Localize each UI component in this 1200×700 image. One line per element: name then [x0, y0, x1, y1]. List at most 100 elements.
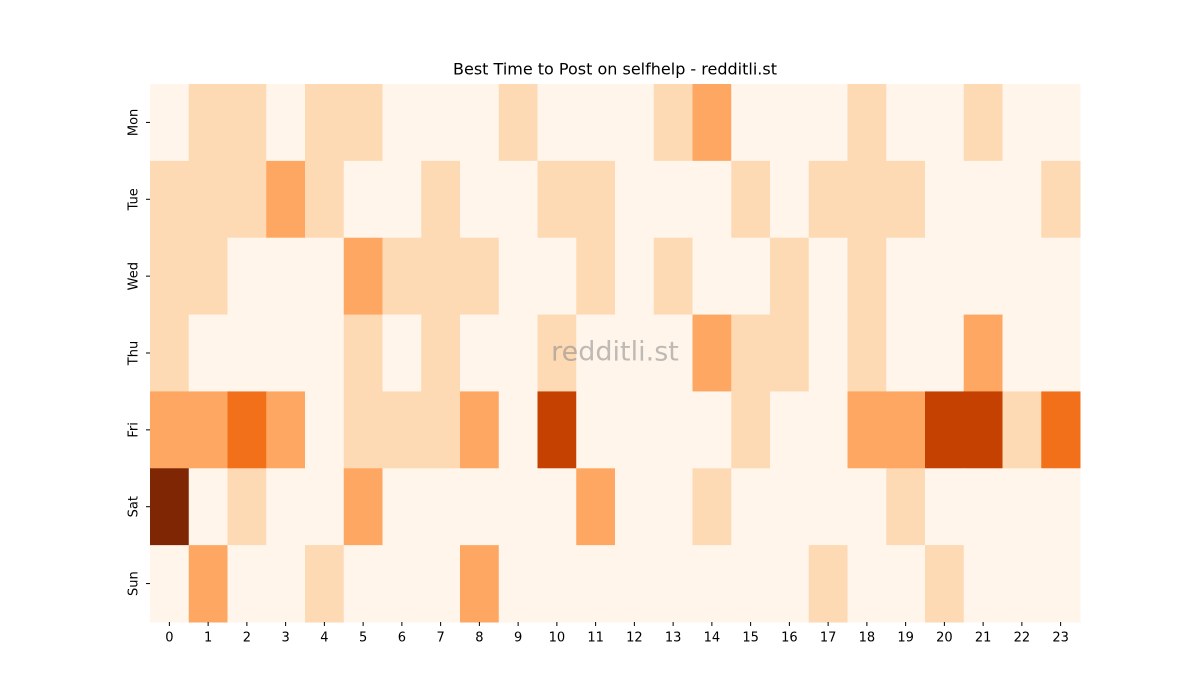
cell: [886, 237, 926, 316]
cell: [925, 391, 965, 469]
cell: [692, 314, 732, 392]
cell: [460, 237, 500, 316]
cell: [421, 314, 461, 392]
cell: [343, 391, 383, 469]
cell: [305, 468, 345, 546]
cell: [847, 237, 887, 316]
cell: [343, 84, 383, 162]
cell: [305, 391, 345, 469]
cell: [692, 237, 732, 316]
cell: [963, 545, 1003, 623]
cell: [886, 468, 926, 546]
cell: [615, 237, 655, 316]
cell: [227, 545, 267, 623]
cell: [343, 468, 383, 546]
x-tick-label: 23: [1052, 631, 1069, 646]
cell: [576, 237, 616, 316]
cell: [537, 314, 577, 392]
cell: [808, 391, 848, 469]
cell: [150, 468, 190, 546]
cell: [925, 545, 965, 623]
x-tick-label: 6: [398, 631, 406, 646]
cell: [305, 84, 345, 162]
cell: [150, 160, 190, 239]
cell: [227, 314, 267, 392]
x-tick-label: 1: [204, 631, 212, 646]
cell: [808, 545, 848, 623]
cell: [227, 84, 267, 162]
cell: [1002, 237, 1042, 316]
x-tick-label: 21: [975, 631, 992, 646]
cell: [343, 545, 383, 623]
cell: [847, 160, 887, 239]
cell: [382, 237, 422, 316]
cell: [692, 468, 732, 546]
cell: [1041, 468, 1081, 546]
x-tick-label: 8: [475, 631, 483, 646]
cell: [460, 160, 500, 239]
cell: [1002, 468, 1042, 546]
cell: [460, 314, 500, 392]
cell: [421, 391, 461, 469]
cell: [925, 160, 965, 239]
cell: [343, 160, 383, 239]
cell: [770, 314, 810, 392]
cell: [925, 237, 965, 316]
y-tick-label: Sun: [127, 571, 142, 596]
x-tick-label: 0: [165, 631, 173, 646]
cell: [382, 84, 422, 162]
x-tick-label: 22: [1014, 631, 1031, 646]
cell: [537, 160, 577, 239]
cell: [266, 391, 306, 469]
cell: [537, 468, 577, 546]
cell: [1041, 545, 1081, 623]
cell: [421, 468, 461, 546]
cell: [1041, 160, 1081, 239]
x-tick-label: 3: [281, 631, 289, 646]
cell: [266, 314, 306, 392]
cell: [266, 160, 306, 239]
x-tick-label: 19: [897, 631, 914, 646]
cell: [963, 237, 1003, 316]
cell: [188, 391, 228, 469]
cell: [498, 468, 538, 546]
y-tick-label: Wed: [127, 262, 142, 290]
cell: [1041, 237, 1081, 316]
cell: [576, 160, 616, 239]
cell: [731, 391, 771, 469]
cell: [1002, 545, 1042, 623]
x-tick-label: 11: [587, 631, 604, 646]
cell: [498, 391, 538, 469]
cell: [925, 84, 965, 162]
cell: [150, 545, 190, 623]
cell: [963, 391, 1003, 469]
cell: [808, 237, 848, 316]
cell: [1002, 160, 1042, 239]
cell: [770, 160, 810, 239]
cell: [963, 160, 1003, 239]
cell: [460, 468, 500, 546]
cell: [382, 314, 422, 392]
cell: [886, 84, 926, 162]
cell: [770, 468, 810, 546]
cell: [731, 237, 771, 316]
cell: [266, 545, 306, 623]
cell: [305, 160, 345, 239]
cell: [731, 468, 771, 546]
x-tick-label: 7: [436, 631, 444, 646]
cell: [808, 468, 848, 546]
y-tick-label: Fri: [127, 422, 142, 438]
x-tick-label: 9: [514, 631, 522, 646]
cell: [227, 391, 267, 469]
cell: [653, 160, 693, 239]
y-tick-label: Tue: [127, 188, 142, 211]
cell: [963, 84, 1003, 162]
cell: [498, 160, 538, 239]
cell: [421, 237, 461, 316]
cell: [731, 314, 771, 392]
cell: [925, 314, 965, 392]
cell: [382, 391, 422, 469]
x-tick-label: 14: [704, 631, 721, 646]
cell: [615, 468, 655, 546]
y-tick-label: Mon: [127, 109, 142, 136]
